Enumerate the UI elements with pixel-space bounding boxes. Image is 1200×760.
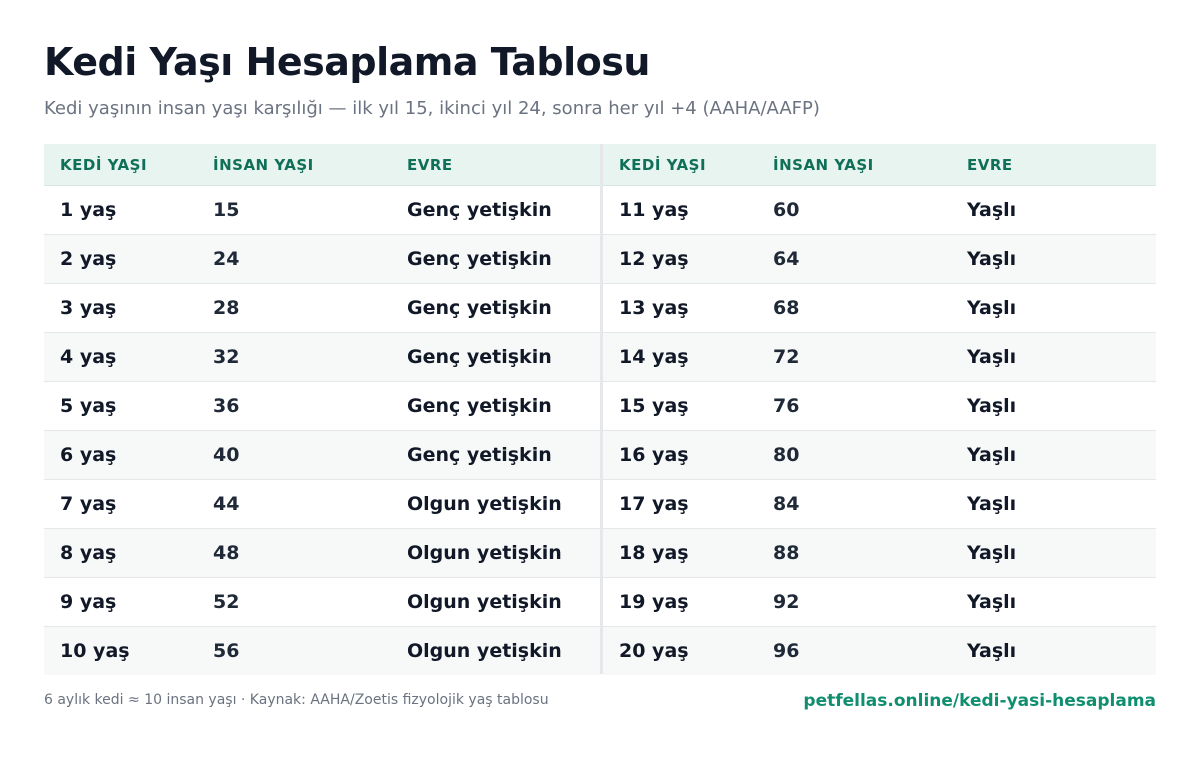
- stage-cell: Yaşlı: [967, 542, 1017, 564]
- column-header-cat-age: KEDİ YAŞI: [619, 155, 707, 174]
- cat-age-cell: 11 yaş: [619, 199, 689, 221]
- table-row: 2 yaş 24 Genç yetişkin: [44, 235, 600, 284]
- cat-age-cell: 7 yaş: [60, 493, 117, 515]
- human-age-cell: 64: [773, 248, 800, 270]
- cat-age-cell: 1 yaş: [60, 199, 117, 221]
- stage-cell: Yaşlı: [967, 199, 1017, 221]
- table-row: 9 yaş 52 Olgun yetişkin: [44, 578, 600, 627]
- source-link[interactable]: petfellas.online/kedi-yasi-hesaplama: [803, 691, 1156, 711]
- table-row: 19 yaş 92 Yaşlı: [603, 578, 1156, 627]
- cat-age-cell: 20 yaş: [619, 640, 689, 662]
- cat-age-cell: 19 yaş: [619, 591, 689, 613]
- cat-age-cell: 10 yaş: [60, 640, 130, 662]
- table-row: 12 yaş 64 Yaşlı: [603, 235, 1156, 284]
- human-age-cell: 44: [213, 493, 240, 515]
- human-age-cell: 36: [213, 395, 240, 417]
- table-row: 3 yaş 28 Genç yetişkin: [44, 284, 600, 333]
- table-row: 17 yaş 84 Yaşlı: [603, 480, 1156, 529]
- table-row: 1 yaş 15 Genç yetişkin: [44, 186, 600, 235]
- table-row: 8 yaş 48 Olgun yetişkin: [44, 529, 600, 578]
- human-age-cell: 28: [213, 297, 240, 319]
- cat-age-cell: 13 yaş: [619, 297, 689, 319]
- column-header-stage: EVRE: [407, 155, 453, 174]
- cat-age-cell: 9 yaş: [60, 591, 117, 613]
- stage-cell: Yaşlı: [967, 395, 1017, 417]
- table-row: 18 yaş 88 Yaşlı: [603, 529, 1156, 578]
- human-age-cell: 68: [773, 297, 800, 319]
- age-table-left: KEDİ YAŞI İNSAN YAŞI EVRE 1 yaş 15 Genç ye…: [44, 144, 600, 675]
- page-title: Kedi Yaşı Hesaplama Tablosu: [44, 40, 650, 84]
- cat-age-cell: 4 yaş: [60, 346, 117, 368]
- column-header-cat-age: KEDİ YAŞI: [60, 155, 148, 174]
- stage-cell: Yaşlı: [967, 591, 1017, 613]
- human-age-cell: 24: [213, 248, 240, 270]
- table-row: 4 yaş 32 Genç yetişkin: [44, 333, 600, 382]
- cat-age-cell: 15 yaş: [619, 395, 689, 417]
- human-age-cell: 32: [213, 346, 240, 368]
- cat-age-cell: 5 yaş: [60, 395, 117, 417]
- human-age-cell: 96: [773, 640, 800, 662]
- cat-age-cell: 18 yaş: [619, 542, 689, 564]
- table-row: 7 yaş 44 Olgun yetişkin: [44, 480, 600, 529]
- stage-cell: Genç yetişkin: [407, 199, 552, 221]
- table-body-left: 1 yaş 15 Genç yetişkin 2 yaş 24 Genç yetişkin…: [44, 186, 600, 675]
- table-row: 20 yaş 96 Yaşlı: [603, 627, 1156, 675]
- stage-cell: Genç yetişkin: [407, 346, 552, 368]
- stage-cell: Olgun yetişkin: [407, 542, 562, 564]
- human-age-cell: 84: [773, 493, 800, 515]
- table-row: 14 yaş 72 Yaşlı: [603, 333, 1156, 382]
- stage-cell: Genç yetişkin: [407, 444, 552, 466]
- stage-cell: Yaşlı: [967, 493, 1017, 515]
- table-row: 16 yaş 80 Yaşlı: [603, 431, 1156, 480]
- human-age-cell: 88: [773, 542, 800, 564]
- column-header-human-age: İNSAN YAŞI: [213, 155, 314, 174]
- cat-age-cell: 14 yaş: [619, 346, 689, 368]
- stage-cell: Genç yetişkin: [407, 395, 552, 417]
- stage-cell: Olgun yetişkin: [407, 640, 562, 662]
- stage-cell: Yaşlı: [967, 444, 1017, 466]
- cat-age-cell: 16 yaş: [619, 444, 689, 466]
- table-header-right: KEDİ YAŞI İNSAN YAŞI EVRE: [603, 144, 1156, 186]
- human-age-cell: 80: [773, 444, 800, 466]
- human-age-cell: 72: [773, 346, 800, 368]
- human-age-cell: 92: [773, 591, 800, 613]
- cat-age-cell: 12 yaş: [619, 248, 689, 270]
- stage-cell: Yaşlı: [967, 640, 1017, 662]
- column-header-stage: EVRE: [967, 155, 1013, 174]
- table-row: 5 yaş 36 Genç yetişkin: [44, 382, 600, 431]
- cat-age-cell: 3 yaş: [60, 297, 117, 319]
- human-age-cell: 40: [213, 444, 240, 466]
- stage-cell: Yaşlı: [967, 248, 1017, 270]
- page-subtitle: Kedi yaşının insan yaşı karşılığı — ilk …: [44, 98, 820, 119]
- footer-note: 6 aylık kedi ≈ 10 insan yaşı · Kaynak: A…: [44, 692, 549, 708]
- age-table-right: KEDİ YAŞI İNSAN YAŞI EVRE 11 yaş 60 Yaşlı 1…: [600, 144, 1156, 675]
- table-row: 15 yaş 76 Yaşlı: [603, 382, 1156, 431]
- table-body-right: 11 yaş 60 Yaşlı 12 yaş 64 Yaşlı 13 yaş 68 Yaşlı 1…: [603, 186, 1156, 675]
- cat-age-cell: 6 yaş: [60, 444, 117, 466]
- stage-cell: Olgun yetişkin: [407, 591, 562, 613]
- stage-cell: Yaşlı: [967, 346, 1017, 368]
- human-age-cell: 48: [213, 542, 240, 564]
- stage-cell: Olgun yetişkin: [407, 493, 562, 515]
- stage-cell: Genç yetişkin: [407, 297, 552, 319]
- table-row: 6 yaş 40 Genç yetişkin: [44, 431, 600, 480]
- human-age-cell: 60: [773, 199, 800, 221]
- stage-cell: Genç yetişkin: [407, 248, 552, 270]
- table-row: 10 yaş 56 Olgun yetişkin: [44, 627, 600, 675]
- cat-age-cell: 8 yaş: [60, 542, 117, 564]
- table-row: 11 yaş 60 Yaşlı: [603, 186, 1156, 235]
- table-header-left: KEDİ YAŞI İNSAN YAŞI EVRE: [44, 144, 600, 186]
- table-row: 13 yaş 68 Yaşlı: [603, 284, 1156, 333]
- cat-age-cell: 17 yaş: [619, 493, 689, 515]
- age-table: KEDİ YAŞI İNSAN YAŞI EVRE 1 yaş 15 Genç ye…: [44, 144, 1156, 675]
- stage-cell: Yaşlı: [967, 297, 1017, 319]
- cat-age-cell: 2 yaş: [60, 248, 117, 270]
- human-age-cell: 56: [213, 640, 240, 662]
- column-header-human-age: İNSAN YAŞI: [773, 155, 874, 174]
- human-age-cell: 52: [213, 591, 240, 613]
- human-age-cell: 15: [213, 199, 240, 221]
- human-age-cell: 76: [773, 395, 800, 417]
